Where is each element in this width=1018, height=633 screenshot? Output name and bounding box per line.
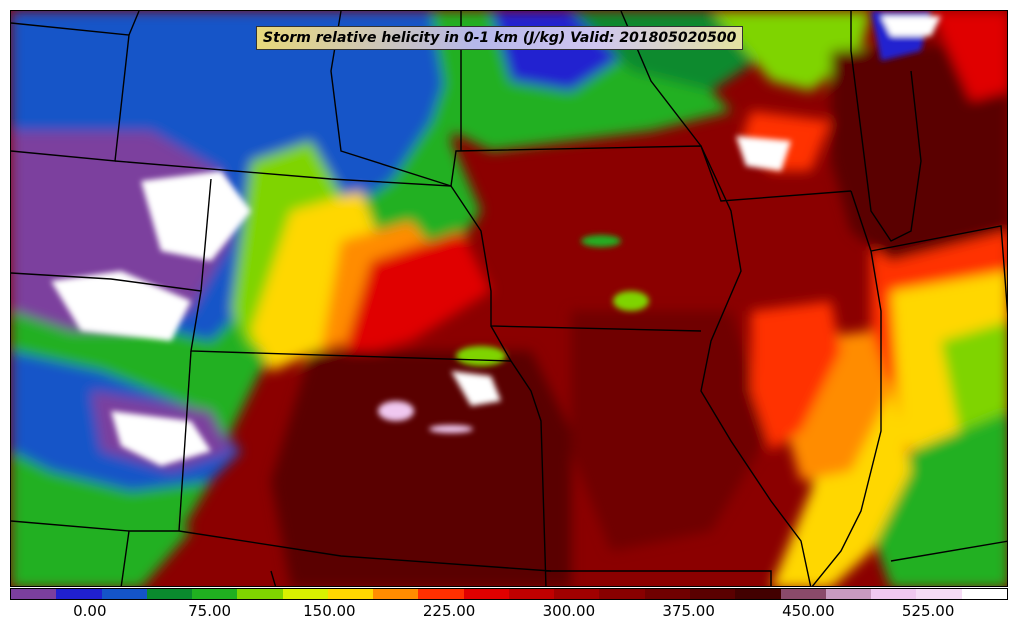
map-graphic	[11, 11, 1007, 586]
colorbar	[10, 588, 1008, 600]
colorbar-segment	[327, 589, 374, 599]
colorbar-segment	[916, 589, 962, 599]
colorbar-tick-label: 225.00	[422, 602, 476, 620]
colorbar-tick-label: 150.00	[303, 602, 356, 620]
colorbar-segment	[101, 589, 147, 599]
colorbar-tick-label: 525.00	[901, 602, 955, 620]
colorbar-tick-label: 0.00	[73, 602, 107, 620]
colorbar-segment	[373, 589, 419, 599]
colorbar-segment	[463, 589, 509, 599]
colorbar-segment	[735, 589, 781, 599]
helicity-highlights	[51, 11, 941, 466]
colorbar-segment	[825, 589, 872, 599]
colorbar-segment	[780, 589, 826, 599]
colorbar-segment	[11, 589, 57, 599]
colorbar-segment	[192, 589, 238, 599]
colorbar-segment	[599, 589, 645, 599]
map-title: Storm relative helicity in 0-1 km (J/kg)…	[263, 30, 737, 46]
colorbar-segment	[961, 589, 1007, 599]
colorbar-ticks: 0.00 75.00 150.00 225.00 300.00 375.00 450.00 5…	[10, 600, 1008, 630]
colorbar-segment	[644, 589, 690, 599]
colorbar-tick-label: 450.00	[782, 602, 835, 620]
colorbar-segment	[689, 589, 736, 599]
colorbar-segment	[508, 589, 555, 599]
colorbar-segment	[237, 589, 283, 599]
colorbar-segment	[146, 589, 193, 599]
colorbar-segment	[871, 589, 917, 599]
colorbar-tick-label: 375.00	[662, 602, 715, 620]
helicity-map: Storm relative helicity in 0-1 km (J/kg)…	[10, 10, 1008, 587]
colorbar-segment	[418, 589, 464, 599]
colorbar-segment	[282, 589, 328, 599]
colorbar-tick-label: 75.00	[188, 602, 232, 620]
colorbar-segment	[56, 589, 102, 599]
colorbar-tick-label: 300.00	[542, 602, 596, 620]
map-title-box: Storm relative helicity in 0-1 km (J/kg)…	[256, 26, 744, 50]
colorbar-segment	[554, 589, 600, 599]
